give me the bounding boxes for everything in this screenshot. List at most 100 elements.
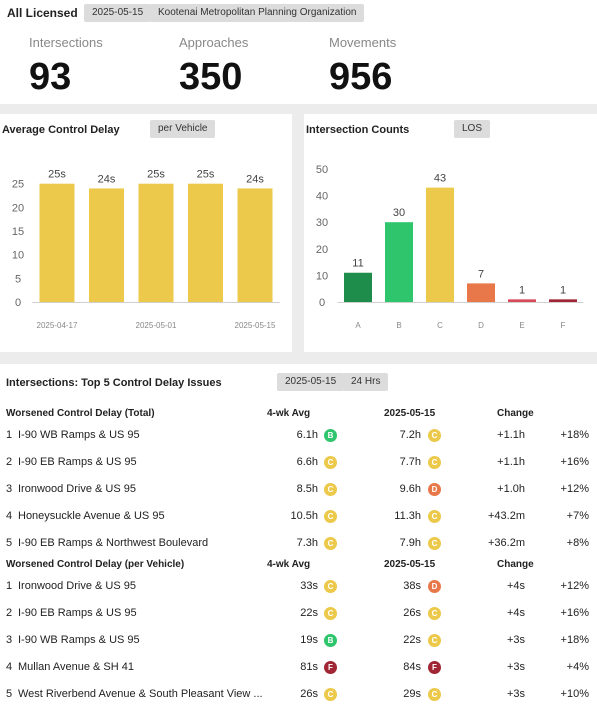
bar-point-1[interactable] [89, 188, 124, 302]
table-row[interactable]: 4 Mullan Avenue & SH 41 81s F 84s F +3s +4% [0, 654, 597, 681]
intersection-name[interactable]: Ironwood Drive & US 95 [18, 580, 136, 592]
bar-data-label: 24s [246, 173, 264, 185]
bar-d[interactable] [467, 283, 495, 302]
change-percent: +18% [560, 634, 589, 646]
avg-los-badge: C [324, 483, 337, 496]
table-row[interactable]: 5 West Riverbend Avenue & South Pleasant … [0, 681, 597, 708]
current-value: 38s [403, 580, 421, 592]
avg-value: 26s [300, 688, 318, 700]
kpi-movements-label: Movements [329, 35, 397, 50]
issues-period-chip[interactable]: 24 Hrs [343, 373, 389, 391]
section-title: Worsened Control Delay (per Vehicle) [6, 559, 185, 570]
delay-chart-unit-chip[interactable]: per Vehicle [150, 120, 216, 138]
intersection-name[interactable]: Ironwood Drive & US 95 [18, 483, 136, 495]
bar-data-label: 24s [98, 173, 116, 185]
current-value: 26s [403, 607, 421, 619]
intersection-name[interactable]: I-90 WB Ramps & US 95 [18, 634, 140, 646]
bar-point-3[interactable] [188, 183, 223, 302]
bar-b[interactable] [385, 222, 413, 302]
delay-chart-panel: Average Control Delay per Vehicle 0 5 10 15… [0, 114, 292, 352]
change-value: +1.1h [497, 429, 525, 441]
y-tick-label: 20 [12, 202, 24, 214]
bar-c[interactable] [426, 187, 454, 302]
x-tick-label: B [396, 321, 401, 330]
organization-chip[interactable]: Kootenai Metropolitan Planning Organizat… [150, 4, 365, 22]
bar-data-label: 25s [147, 169, 165, 181]
bar-2025-05-01[interactable] [138, 183, 174, 302]
current-los-badge: C [428, 456, 441, 469]
column-date: 2025-05-15 [384, 408, 436, 419]
change-value: +3s [506, 634, 525, 646]
bar-2025-04-17[interactable] [39, 183, 75, 302]
bar-data-label: 25s [48, 169, 66, 181]
delay-bar-chart: 0 5 10 15 20 25 25s 2025-04-17 24s 25s 2025-05-01 2… [12, 169, 280, 330]
row-rank: 3 [6, 483, 13, 495]
los-bar-chart: 0 10 20 30 40 50 11 A 30 B 43 C 7 D 1 E 1 F [316, 164, 584, 330]
bar-data-label: 11 [352, 258, 363, 270]
kpi-intersections-label: Intersections [29, 35, 103, 50]
avg-value: 8.5h [296, 483, 318, 495]
row-rank: 3 [6, 634, 13, 646]
intersection-name[interactable]: I-90 EB Ramps & US 95 [18, 456, 137, 468]
row-rank: 5 [6, 537, 13, 549]
row-rank: 2 [6, 607, 13, 619]
intersection-name[interactable]: I-90 WB Ramps & US 95 [18, 429, 140, 441]
current-los-badge: C [428, 607, 441, 620]
bar-e[interactable] [508, 299, 536, 302]
current-value: 7.2h [399, 429, 421, 441]
kpi-movements-value: 956 [329, 56, 393, 98]
bar-data-label: 25s [197, 169, 215, 181]
y-tick-label: 10 [316, 270, 328, 282]
column-4wk-avg: 4-wk Avg [267, 408, 311, 419]
table-row[interactable]: 4 Honeysuckle Avenue & US 95 10.5h C 11.3h C +… [0, 503, 597, 530]
change-value: +1.0h [497, 483, 525, 495]
current-value: 29s [403, 688, 421, 700]
date-chip[interactable]: 2025-05-15 [84, 4, 152, 22]
x-tick-label: C [437, 321, 443, 330]
intersection-name[interactable]: Honeysuckle Avenue & US 95 [18, 510, 165, 522]
table-row[interactable]: 2 I-90 EB Ramps & US 95 6.6h C 7.7h C +1.1h +16… [0, 449, 597, 476]
avg-value: 7.3h [296, 537, 318, 549]
los-chart-chip[interactable]: LOS [454, 120, 491, 138]
x-tick-label: F [561, 321, 566, 330]
current-los-badge: F [428, 661, 441, 674]
intersection-name[interactable]: Mullan Avenue & SH 41 [18, 661, 134, 673]
bar-a[interactable] [344, 272, 372, 302]
avg-value: 6.6h [296, 456, 318, 468]
section-header: Worsened Control Delay (Total) 4-wk Avg 20… [0, 406, 597, 422]
y-tick-label: 15 [12, 226, 24, 238]
table-row[interactable]: 3 I-90 WB Ramps & US 95 19s B 22s C +3s +18% [0, 627, 597, 654]
table-row[interactable]: 3 Ironwood Drive & US 95 8.5h C 9.6h D +1.0h +1… [0, 476, 597, 503]
change-percent: +16% [560, 456, 589, 468]
column-date: 2025-05-15 [384, 559, 436, 570]
intersection-name[interactable]: I-90 EB Ramps & Northwest Boulevard [18, 537, 209, 549]
kpi-approaches-label: Approaches [179, 35, 249, 50]
table-row[interactable]: 5 I-90 EB Ramps & Northwest Boulevard 7.3h… [0, 530, 597, 557]
change-value: +4s [506, 607, 525, 619]
section-header: Worsened Control Delay (per Vehicle) 4-wk… [0, 557, 597, 573]
intersection-name[interactable]: West Riverbend Avenue & South Pleasant V… [18, 688, 263, 700]
bar-data-label: 1 [560, 284, 566, 296]
table-row[interactable]: 2 I-90 EB Ramps & US 95 22s C 26s C +4s +16% [0, 600, 597, 627]
los-chart-title: Intersection Counts [306, 124, 410, 136]
change-value: +36.2m [488, 537, 525, 549]
bar-2025-05-15[interactable] [237, 188, 273, 302]
kpi-intersections-value: 93 [29, 56, 72, 98]
avg-value: 19s [300, 634, 318, 646]
table-row[interactable]: 1 I-90 WB Ramps & US 95 6.1h B 7.2h C +1.1h +18… [0, 422, 597, 449]
page-title: All Licensed [7, 6, 78, 20]
table-row[interactable]: 1 Ironwood Drive & US 95 33s C 38s D +4s +12% [0, 573, 597, 600]
change-percent: +4% [566, 661, 589, 673]
intersection-name[interactable]: I-90 EB Ramps & US 95 [18, 607, 137, 619]
avg-value: 10.5h [290, 510, 318, 522]
issues-date-chip[interactable]: 2025-05-15 [277, 373, 345, 391]
avg-value: 6.1h [296, 429, 318, 441]
bar-f[interactable] [549, 299, 577, 302]
change-value: +1.1h [497, 456, 525, 468]
avg-los-badge: C [324, 580, 337, 593]
row-rank: 4 [6, 661, 13, 673]
avg-los-badge: F [324, 661, 337, 674]
kpi-approaches-value: 350 [179, 56, 243, 98]
row-rank: 1 [6, 580, 13, 592]
x-tick-label: D [478, 321, 484, 330]
